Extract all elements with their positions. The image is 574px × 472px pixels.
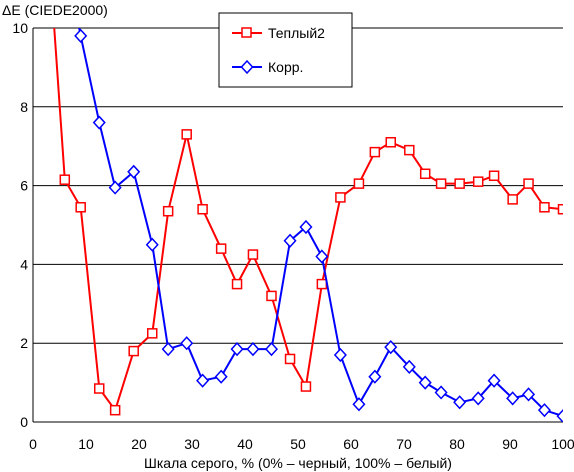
x-tick-label: 100 xyxy=(551,436,574,452)
data-point-corr xyxy=(368,369,382,384)
x-axis-label: Шкала серого, % (0% – черный, 100% – бел… xyxy=(144,455,452,471)
x-tick-label: 20 xyxy=(131,436,147,452)
data-point-corr xyxy=(537,403,551,418)
x-tick-label: 70 xyxy=(396,436,412,452)
data-point-corr xyxy=(522,387,536,402)
data-point-warm xyxy=(539,202,550,213)
x-tick-label: 80 xyxy=(449,436,465,452)
data-point-warm xyxy=(507,194,518,205)
data-point-warm xyxy=(231,278,243,290)
data-point-corr xyxy=(180,336,194,351)
data-point-warm xyxy=(197,203,208,215)
y-tick-label: 4 xyxy=(20,256,28,272)
data-point-corr xyxy=(92,115,106,130)
data-point-warm xyxy=(385,137,396,148)
data-point-corr xyxy=(453,395,467,410)
data-point-corr xyxy=(418,375,432,390)
data-point-warm xyxy=(404,144,415,156)
legend-marker-warm xyxy=(241,27,252,38)
series-layer xyxy=(53,28,563,422)
data-point-warm xyxy=(300,381,312,392)
legend-box xyxy=(218,12,353,88)
y-tick-label: 2 xyxy=(20,335,28,351)
data-point-corr xyxy=(506,391,520,406)
data-point-corr xyxy=(161,342,175,357)
data-point-corr xyxy=(145,237,159,252)
data-point-warm xyxy=(75,202,86,213)
data-point-warm xyxy=(109,404,121,416)
data-point-warm xyxy=(523,178,534,189)
data-point-corr xyxy=(246,342,260,357)
x-tick-labels: 0 10 20 30 40 50 60 70 80 90 100 xyxy=(29,436,574,452)
data-point-corr xyxy=(196,373,210,388)
data-point-warm xyxy=(94,383,105,394)
data-point-warm xyxy=(266,290,277,302)
y-tick-label: 0 xyxy=(20,414,28,430)
data-point-warm xyxy=(488,170,500,181)
data-point-corr xyxy=(283,233,297,248)
x-tick-label: 30 xyxy=(184,436,200,452)
y-tick-label: 6 xyxy=(20,178,28,194)
data-point-warm xyxy=(247,249,259,260)
data-point-warm xyxy=(335,192,346,203)
data-point-corr xyxy=(230,342,244,357)
x-tick-label: 10 xyxy=(78,436,94,452)
x-tick-label: 0 xyxy=(29,436,37,452)
y-tick-label: 8 xyxy=(20,99,28,115)
data-point-warm xyxy=(59,174,71,185)
data-point-corr xyxy=(214,369,228,384)
data-point-warm xyxy=(147,328,158,339)
data-point-warm xyxy=(284,353,296,365)
data-point-corr xyxy=(402,359,416,374)
data-point-warm xyxy=(557,203,563,215)
data-point-corr xyxy=(556,408,563,422)
legend-label-warm: Теплый2 xyxy=(268,25,325,41)
data-point-warm xyxy=(419,168,431,180)
data-point-corr xyxy=(127,164,141,179)
y-tick-labels: 0 2 4 6 8 10 xyxy=(12,20,28,430)
x-tick-label: 60 xyxy=(343,436,359,452)
data-point-warm xyxy=(162,205,174,217)
data-point-corr xyxy=(384,340,398,355)
data-point-corr xyxy=(108,180,122,195)
y-axis-label: ΔE (CIEDE2000) xyxy=(2,2,108,18)
data-point-warm xyxy=(369,146,381,158)
series-corr xyxy=(74,28,563,422)
legend-label-corr: Корр. xyxy=(268,59,303,75)
data-point-warm xyxy=(181,129,192,140)
data-point-corr xyxy=(471,391,485,406)
legend-marker-corr xyxy=(240,59,254,75)
y-tick-label: 10 xyxy=(12,20,28,36)
data-point-corr xyxy=(333,347,347,363)
data-point-corr xyxy=(299,219,313,235)
legend: Теплый2 Корр. xyxy=(218,12,353,88)
data-point-warm xyxy=(128,345,139,357)
x-tick-label: 90 xyxy=(502,436,518,452)
data-point-warm xyxy=(435,178,447,189)
x-tick-label: 40 xyxy=(237,436,253,452)
data-point-corr xyxy=(315,249,329,264)
data-point-warm xyxy=(454,178,465,189)
data-point-warm xyxy=(316,278,328,290)
data-point-warm xyxy=(472,176,484,187)
data-point-corr xyxy=(434,385,448,400)
series-warm xyxy=(53,28,563,416)
data-point-corr xyxy=(74,28,88,43)
data-point-corr xyxy=(487,373,501,388)
data-point-corr xyxy=(352,397,366,412)
x-tick-label: 50 xyxy=(290,436,306,452)
data-point-warm xyxy=(215,243,227,254)
data-point-corr xyxy=(264,342,279,357)
data-point-warm xyxy=(353,178,365,189)
